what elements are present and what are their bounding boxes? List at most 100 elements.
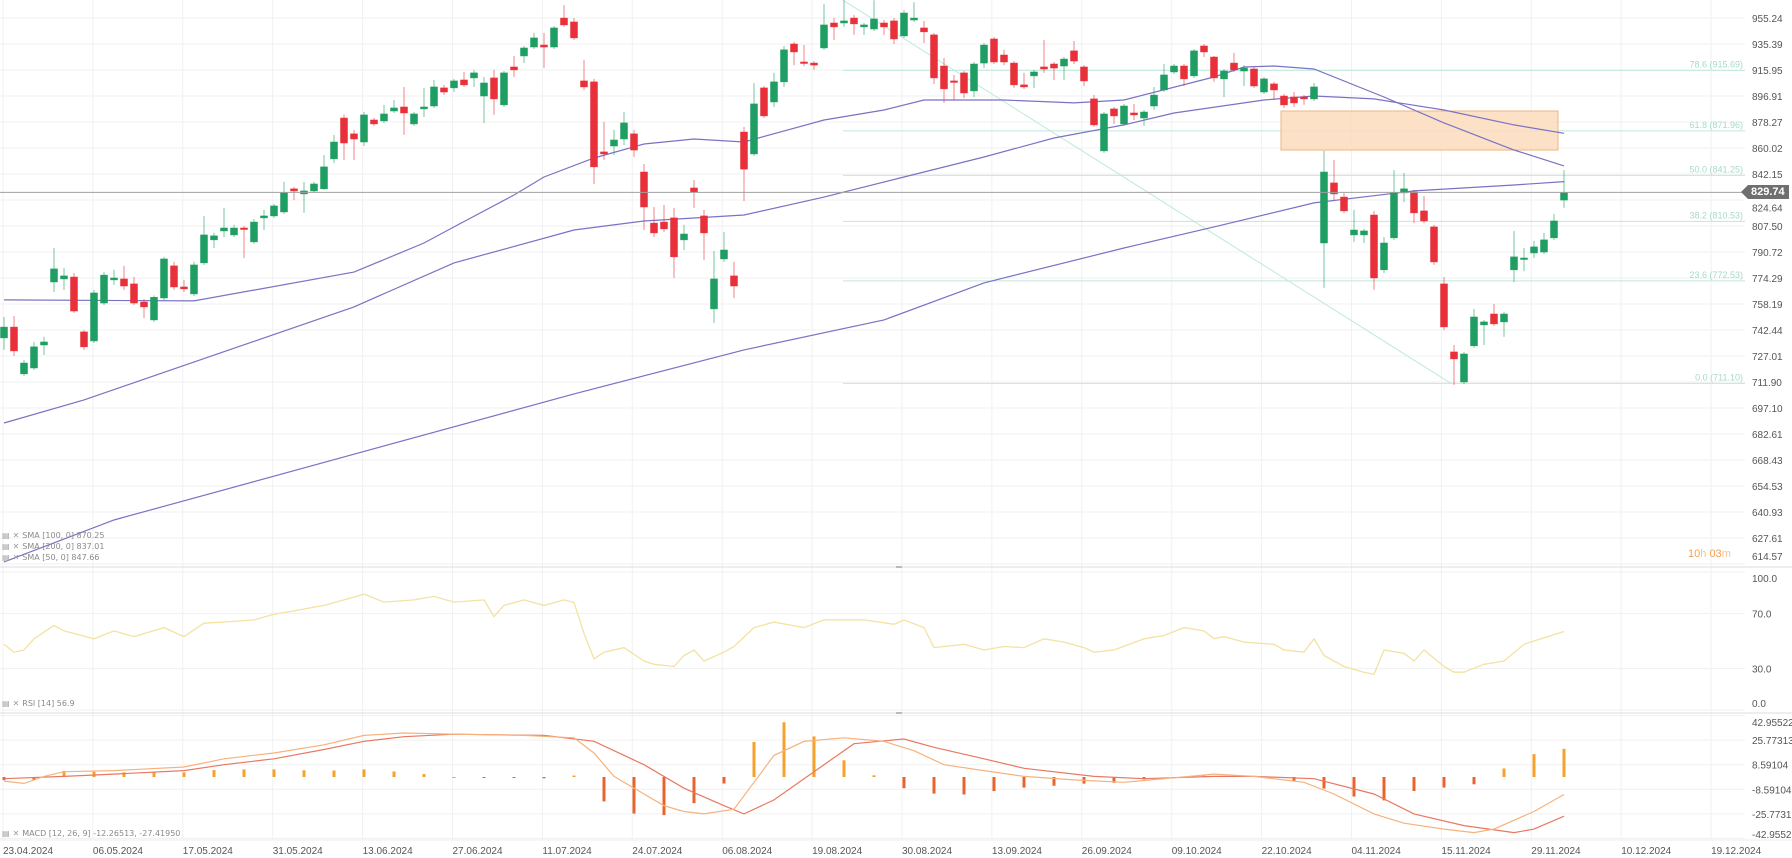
candle-body-down (1290, 96, 1298, 104)
price-tick-label: 896.91 (1752, 92, 1783, 103)
date-tick-label: 22.10.2024 (1262, 846, 1312, 857)
candle-body-down (240, 227, 248, 230)
macd-tick-label: 42.95522 (1752, 718, 1792, 729)
candle-body-down (690, 187, 698, 193)
rsi-line (3, 593, 1565, 676)
candle-body-up (280, 192, 288, 213)
candle-body-down (340, 117, 348, 144)
macd-histogram-bar (572, 775, 576, 777)
macd-histogram-bar (1352, 777, 1356, 797)
macd-histogram-bar (32, 777, 36, 781)
settings-icon[interactable]: ▤ (2, 829, 10, 838)
candle-body-down (510, 66, 518, 71)
candle-body-up (310, 183, 318, 192)
legend-sma200[interactable]: ▤ ✕ SMA [200, 0] 837.01 (2, 542, 104, 552)
countdown-hours-unit: h (1700, 548, 1707, 560)
legend-macd[interactable]: ▤ ✕ MACD [12, 26, 9] -12.26513, -27.41950 (2, 829, 180, 839)
settings-icon[interactable]: ▤ (2, 553, 10, 562)
candle-body-up (20, 362, 28, 375)
price-tick-label: 758.19 (1752, 300, 1783, 311)
settings-icon[interactable]: ▤ (2, 699, 10, 708)
candle-body-up (1150, 94, 1158, 107)
candle-body-up (750, 103, 758, 155)
price-tick-label: 682.61 (1752, 430, 1783, 441)
candle-body-up (160, 258, 168, 299)
price-tick-label: 878.27 (1752, 118, 1783, 129)
date-tick-label: 09.10.2024 (1172, 846, 1222, 857)
candle-body-down (1010, 62, 1018, 86)
candle-body-up (720, 249, 728, 260)
macd-histogram-bar (392, 771, 396, 777)
price-tick-label: 955.24 (1752, 14, 1783, 25)
candle-body-up (210, 235, 218, 241)
candle-body-up (1100, 113, 1108, 152)
close-icon[interactable]: ✕ (12, 542, 20, 551)
resistance-zone[interactable] (1280, 110, 1559, 151)
date-tick-label: 15.11.2024 (1441, 846, 1491, 857)
macd-histogram-bar (602, 777, 606, 802)
legend-rsi[interactable]: ▤ ✕ RSI [14] 56.9 (2, 699, 75, 709)
price-tick-label: 727.01 (1752, 352, 1783, 363)
fib-level-label: 61.8 (871.96) (1689, 120, 1743, 130)
close-icon[interactable]: ✕ (12, 699, 20, 708)
candle-body-up (1540, 239, 1548, 253)
legend-sma100[interactable]: ▤ ✕ SMA [100, 0] 870.25 (2, 531, 104, 541)
close-icon[interactable]: ✕ (12, 553, 20, 562)
settings-icon[interactable]: ▤ (2, 542, 10, 551)
candle-body-down (1070, 50, 1078, 62)
candle-body-down (1450, 351, 1458, 360)
date-tick-label: 31.05.2024 (273, 846, 323, 857)
candle-body-up (50, 268, 58, 283)
price-tick-label: 790.72 (1752, 248, 1783, 259)
candle-body-up (970, 63, 978, 92)
legend-sma100-label: SMA [100, 0] 870.25 (22, 531, 105, 540)
candle-body-up (360, 114, 368, 143)
macd-histogram-bar (1412, 777, 1416, 791)
candle-body-up (870, 18, 878, 30)
legend-macd-label: MACD [12, 26, 9] -12.26513, -27.41950 (22, 829, 181, 838)
settings-icon[interactable]: ▤ (2, 531, 10, 540)
candle-body-down (1090, 98, 1098, 126)
candle-body-up (500, 72, 508, 106)
countdown-minutes: 03 (1709, 548, 1722, 560)
candle-body-up (1240, 67, 1248, 72)
candle-body-down (850, 17, 858, 25)
candle-body-down (1270, 83, 1278, 91)
current-price-tag: 829.74 (1741, 185, 1789, 200)
macd-histogram-bar (152, 772, 156, 777)
legend-sma50[interactable]: ▤ ✕ SMA [50, 0] 847.66 (2, 553, 99, 563)
close-icon[interactable]: ✕ (12, 531, 20, 540)
candle-body-down (70, 276, 78, 312)
candle-body-up (470, 72, 478, 79)
date-tick-label: 04.11.2024 (1352, 846, 1402, 857)
macd-tick-label: 8.59104 (1752, 761, 1789, 772)
price-tick-label: 668.43 (1752, 456, 1783, 467)
macd-histogram-bar (872, 775, 876, 777)
pane-resize-handle (896, 712, 902, 714)
macd-line (3, 732, 1565, 834)
candle-body-up (330, 141, 338, 160)
candle-body-up (100, 274, 108, 304)
candle-body-down (1110, 108, 1118, 117)
candle-body-down (950, 80, 958, 83)
candle-body-up (1030, 71, 1038, 77)
fibonacci-retracement[interactable]: 78.6 (915.69) 61.8 (871.96) 50.0 (841.25) 3… (842, 0, 1745, 384)
candle-body-up (110, 277, 118, 281)
close-icon[interactable]: ✕ (12, 829, 20, 838)
macd-histogram-bar (1472, 777, 1476, 785)
candle-body-down (490, 77, 498, 100)
macd-histogram-bar (632, 777, 636, 814)
macd-histogram-bar (1052, 777, 1056, 786)
price-tick-label: 824.64 (1752, 203, 1783, 214)
candle-body-down (80, 331, 88, 348)
macd-histogram-bar (332, 770, 336, 777)
candle-body-up (450, 80, 458, 89)
date-tick-label: 06.08.2024 (722, 846, 772, 857)
macd-histogram-bar (1382, 777, 1386, 801)
macd-histogram-bar (902, 777, 906, 789)
legend-sma50-label: SMA [50, 0] 847.66 (22, 553, 100, 562)
candle-body-up (1380, 242, 1388, 271)
candle-body-down (1180, 65, 1188, 80)
price-tick-label: 935.39 (1752, 40, 1783, 51)
